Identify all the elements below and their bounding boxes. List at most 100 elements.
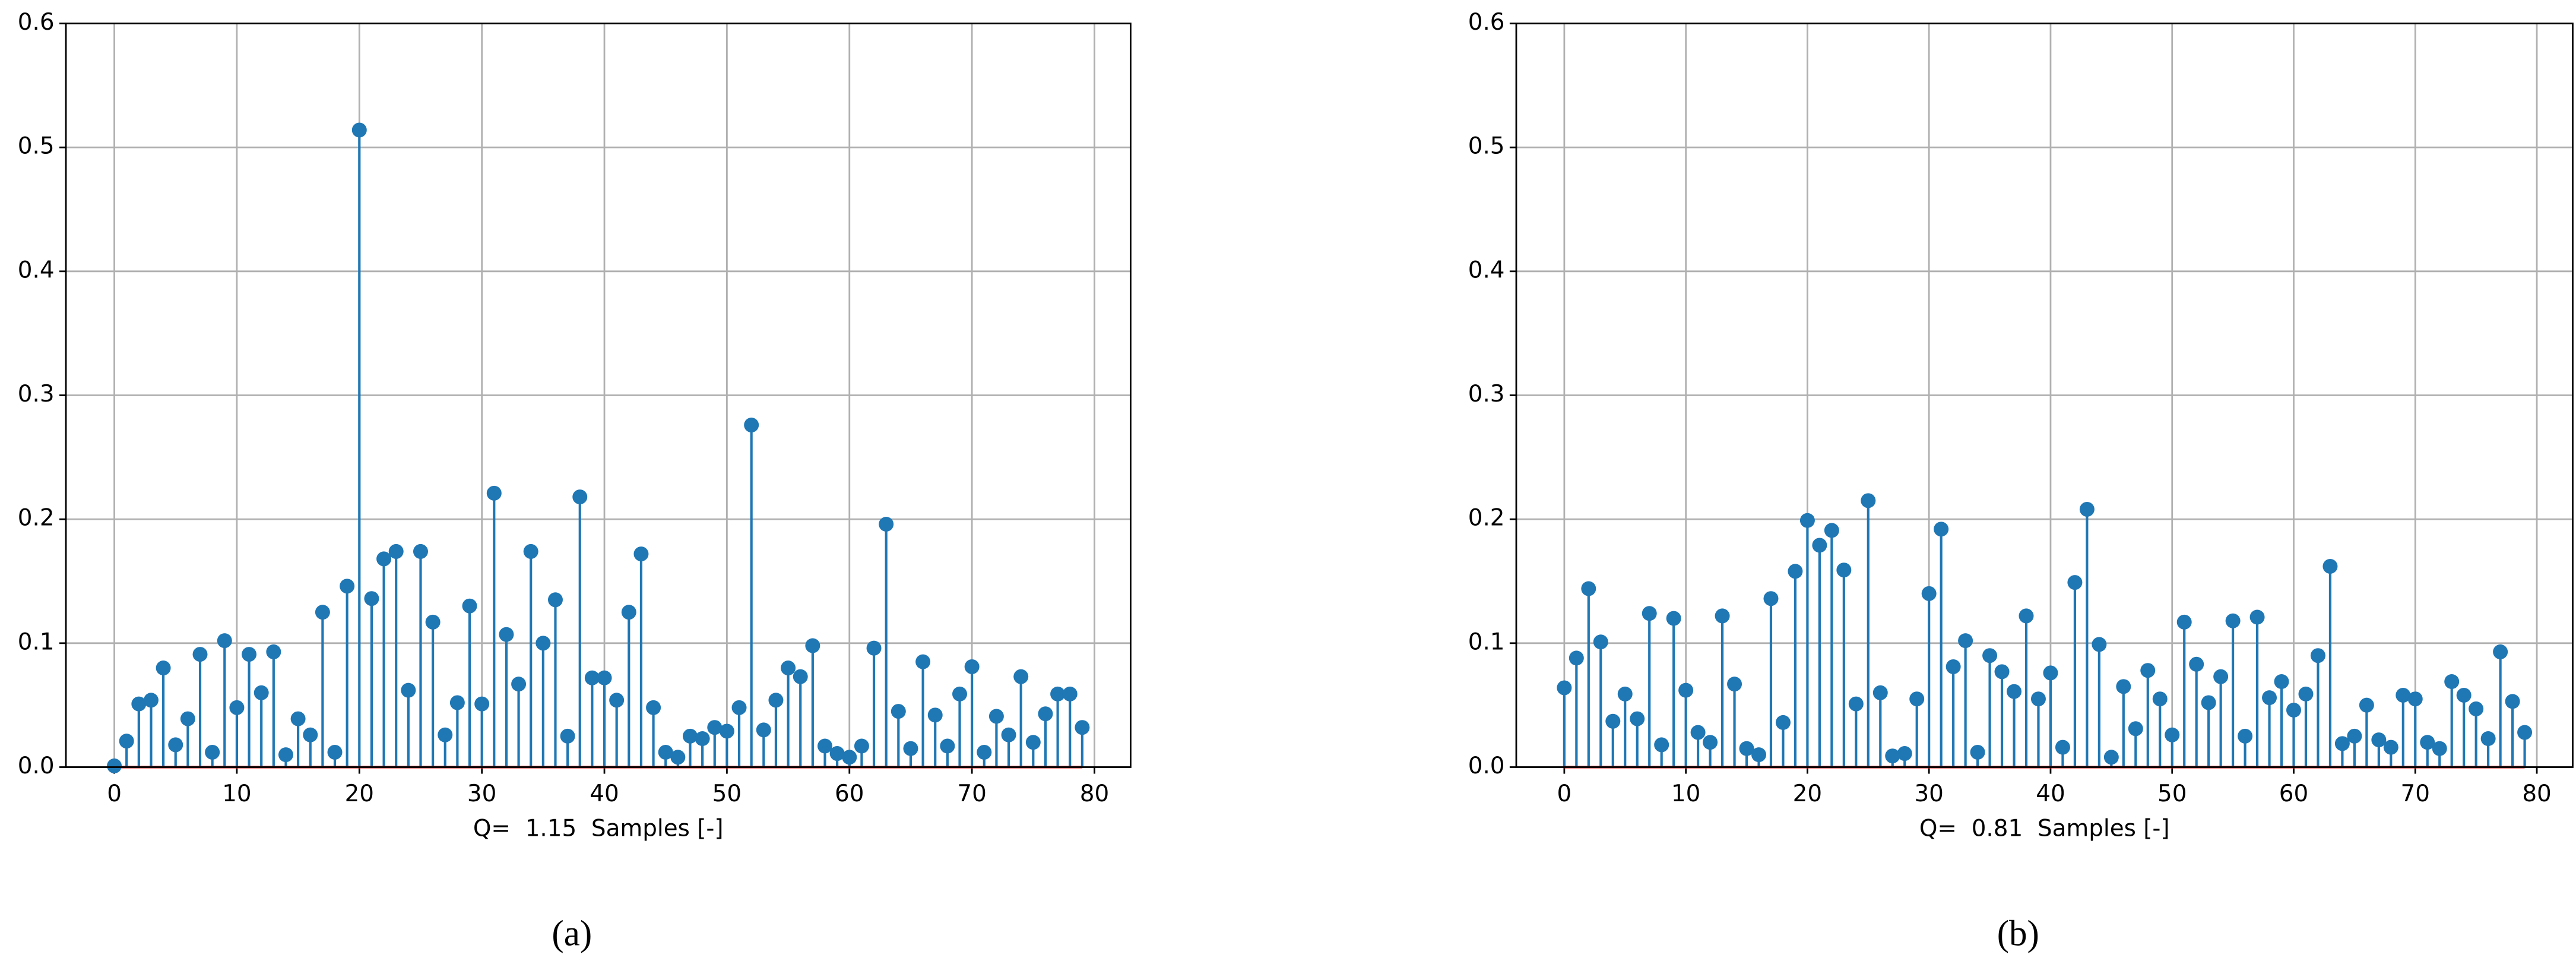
marker [254,685,269,700]
y-tick-label: 0.3 [18,381,55,407]
marker [205,744,220,760]
marker [719,723,734,739]
marker [1678,682,1694,698]
marker [866,640,882,656]
marker [1897,746,1912,761]
marker [242,647,257,662]
marker [2298,686,2314,701]
marker [682,728,698,744]
marker [1605,713,1621,729]
marker [731,700,747,715]
marker [695,731,710,746]
marker [1654,737,1669,753]
marker [2128,721,2143,737]
marker [523,543,538,559]
caption: (b) [1997,914,2039,953]
marker [2092,637,2107,652]
marker [829,746,845,761]
y-tick-label: 0.5 [1468,133,1505,160]
marker [927,707,943,723]
marker [2420,735,2435,750]
marker [1050,686,1066,701]
marker [891,704,906,719]
y-tick-label: 0.0 [1468,753,1505,779]
marker [1690,725,1706,740]
marker [2286,703,2301,718]
marker [547,592,563,608]
marker [1715,608,1730,624]
marker [131,696,147,712]
axes-frame [65,23,1132,768]
marker [2480,731,2496,746]
marker [1727,677,1742,692]
marker [621,605,636,620]
marker [584,670,600,685]
marker [1788,564,1803,579]
marker [2432,741,2447,756]
marker [2383,740,2398,755]
marker [658,744,673,760]
marker [2310,648,2325,663]
marker [2079,501,2095,517]
chart-panel: 0.0 0.1 0.2 0.3 0.4 0.5 0.6 0 10 20 30 40 50 60 70 80 Q=… [1468,9,2574,953]
marker [2116,679,2131,694]
marker [1617,686,1633,701]
marker [168,737,183,753]
marker [2322,558,2338,574]
marker [1982,648,1998,663]
marker [2396,687,2411,703]
y-tick-label: 0.2 [18,505,55,532]
x-axis-label: Q= 0.81 Samples [-] [1919,815,2170,842]
marker [1824,523,1839,538]
marker [119,734,134,749]
x-tick-label: 30 [1914,780,1943,807]
x-axis-label: Q= 1.15 Samples [-] [473,815,724,842]
x-tick-label: 40 [590,780,619,807]
marker [143,693,159,708]
marker [1872,685,1888,700]
x-tick-label: 70 [2401,780,2430,807]
y-tick-label: 0.4 [18,257,55,283]
marker [1946,659,1961,674]
y-tick-label: 0.2 [1468,505,1505,532]
marker [940,738,955,754]
marker [2043,665,2058,681]
marker [1739,741,1754,756]
x-tick-label: 10 [222,780,251,807]
marker [107,758,122,773]
marker [413,543,428,559]
y-tick-label: 0.6 [18,9,55,36]
marker [1025,735,1041,750]
x-tick-label: 20 [345,780,374,807]
marker [781,661,796,676]
marker [303,727,318,742]
marker [1075,720,1090,735]
marker [977,744,992,760]
marker [156,661,171,676]
marker [1569,650,1584,666]
marker [842,750,857,765]
marker [2189,656,2204,672]
marker [744,418,759,433]
marker [964,659,980,674]
marker [2103,750,2119,765]
marker [2249,609,2265,625]
marker [1812,538,1827,553]
x-tick-label: 30 [467,780,496,807]
marker [290,711,306,726]
x-tick-label: 70 [957,780,986,807]
marker [633,546,649,562]
marker [793,669,808,684]
marker [1836,562,1852,578]
marker [854,738,869,754]
y-tick-label: 0.5 [18,133,55,160]
marker [2238,728,2253,744]
marker [646,700,661,715]
x-tick-label: 60 [2279,780,2308,807]
marker [1557,680,1572,696]
marker [217,633,232,649]
y-tick-label: 0.3 [1468,381,1505,407]
marker [438,727,453,742]
marker [180,711,195,726]
chart-panel: 0.0 0.1 0.2 0.3 0.4 0.5 0.6 0 10 20 30 40 50 60 70 80 Q=… [18,9,1132,953]
